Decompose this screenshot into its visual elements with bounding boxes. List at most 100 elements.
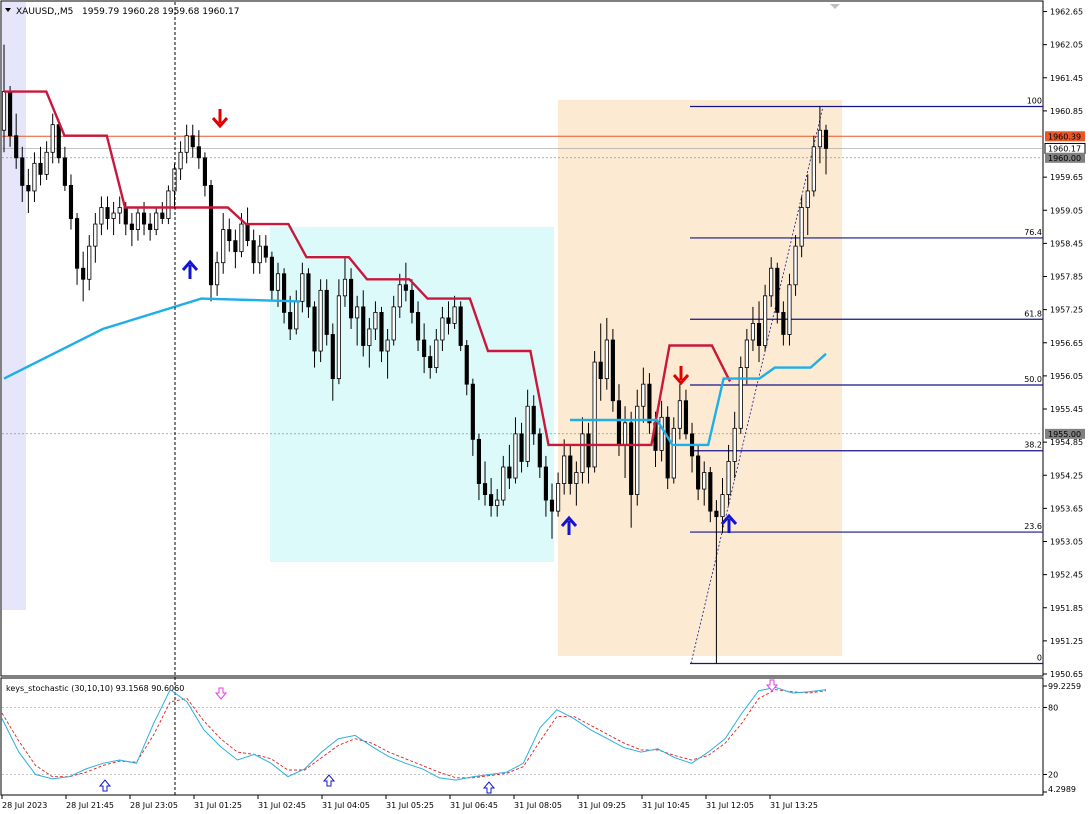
candle-body: [732, 427, 737, 462]
candle-body: [141, 212, 147, 225]
candle-body: [221, 229, 226, 264]
price-tick-label: 1958.45: [1050, 239, 1083, 248]
fib-level-label: 100: [1027, 96, 1042, 105]
candle-body: [208, 185, 214, 286]
candle-body: [629, 422, 634, 495]
candle-body: [32, 162, 37, 192]
candle-body: [409, 289, 415, 313]
price-axis: 1962.65 1962.05 1961.45 1960.85 1959.65 1959.…: [1043, 8, 1083, 679]
price-mark-label: 1960.17: [1048, 144, 1081, 153]
candle-body: [44, 151, 49, 175]
candle-body: [446, 317, 451, 324]
candle-body: [306, 273, 311, 308]
candle-body: [117, 207, 122, 214]
price-tick-label: 1962.05: [1050, 41, 1083, 50]
candle-body: [415, 311, 421, 341]
red-trend-line: [4, 90, 732, 447]
candle-body: [805, 190, 810, 208]
fib-level-label: 38.2: [1024, 441, 1042, 450]
candle-body: [93, 223, 98, 247]
candle-body: [367, 328, 372, 346]
candle-body: [288, 311, 293, 330]
time-tick-label: 31 Jul 02:45: [258, 801, 306, 810]
fib-trend-line: [690, 106, 824, 664]
price-mark-label: 1960.00: [1048, 154, 1081, 163]
candle-body: [105, 207, 110, 219]
candle-body: [166, 190, 171, 219]
candle-body: [263, 245, 268, 258]
price-tick-label: 1951.25: [1050, 637, 1083, 646]
candle-body: [726, 461, 731, 495]
candle-body: [196, 146, 201, 159]
candle-body: [373, 311, 378, 330]
candle-body: [178, 151, 183, 170]
price-mark-label: 1960.39: [1048, 132, 1081, 141]
candle-body: [440, 317, 445, 341]
stochastic-up-marker-icon: [482, 781, 496, 794]
candle-body: [708, 472, 713, 512]
candle-body: [683, 400, 689, 435]
sell-arrow-icon: [211, 109, 229, 129]
candle-body: [50, 124, 55, 153]
candle-body: [245, 223, 250, 242]
fib-level-label: 23.6: [1024, 522, 1042, 531]
candle-body: [154, 212, 159, 230]
candle-body: [470, 383, 475, 440]
candle-body: [519, 433, 524, 462]
candle-body: [537, 433, 542, 468]
stochastic-axis: 99.2259 80 20 4.2989: [1043, 682, 1081, 794]
fib-level-label: 50.0: [1024, 375, 1042, 384]
candle-body: [513, 433, 518, 479]
candle-body: [135, 212, 141, 230]
symbol-dropdown-icon[interactable]: [5, 8, 11, 12]
candle-body: [300, 273, 305, 302]
cyan-ma-line: [3, 297, 301, 380]
candle-body: [62, 157, 67, 186]
symbol-label[interactable]: XAUUSD,,M5: [16, 7, 73, 17]
candle-body: [702, 472, 707, 490]
time-tick-label: 31 Jul 05:25: [386, 801, 434, 810]
price-tick-label: 1953.65: [1050, 504, 1083, 513]
candle-body: [769, 267, 774, 297]
candle-body: [775, 267, 780, 313]
time-tick-label: 31 Jul 06:45: [450, 801, 498, 810]
stochastic-main-line: [1, 686, 827, 781]
candle-body: [294, 300, 299, 330]
stochastic-tick-label: 20: [1048, 770, 1058, 779]
price-mark-label: 1955.00: [1048, 430, 1081, 439]
price-tick-label: 1960.85: [1050, 107, 1083, 116]
candle-body: [452, 306, 457, 324]
candle-body: [123, 207, 128, 225]
indicator-lines: [3, 90, 827, 447]
candle-body: [531, 405, 536, 435]
time-tick-label: 31 Jul 01:25: [194, 801, 242, 810]
candle-body: [282, 273, 287, 313]
stochastic-label: keys_stochastic (30,10,10) 93.1568 90.60…: [6, 684, 184, 693]
candle-body: [696, 455, 701, 490]
candle-body: [184, 135, 189, 153]
candle-body: [38, 162, 43, 175]
candle-body: [781, 311, 786, 335]
candle-body: [336, 295, 341, 380]
candle-body: [756, 323, 762, 346]
price-tick-label: 1956.65: [1050, 339, 1083, 348]
candle-body: [525, 405, 530, 462]
candle-body: [458, 306, 463, 346]
fibonacci-retracement[interactable]: 100 76.4 61.8 50.0 38.2 23.6 0: [690, 96, 1043, 665]
shift-marker-icon[interactable]: [830, 4, 840, 9]
candle-body: [543, 466, 548, 501]
fib-level-label: 61.8: [1024, 309, 1042, 318]
candle-body: [574, 472, 579, 484]
candle-body: [26, 185, 31, 192]
candle-body: [501, 466, 506, 501]
buy-arrow-icon: [560, 515, 578, 535]
price-mark-box: [1045, 131, 1085, 142]
buy-arrow-icon: [181, 259, 199, 279]
candle-body: [269, 256, 274, 291]
candle-body: [580, 433, 585, 473]
time-tick-label: 28 Jul 2023: [2, 801, 47, 810]
candle-body: [738, 367, 743, 429]
price-tick-label: 1959.05: [1050, 206, 1083, 215]
